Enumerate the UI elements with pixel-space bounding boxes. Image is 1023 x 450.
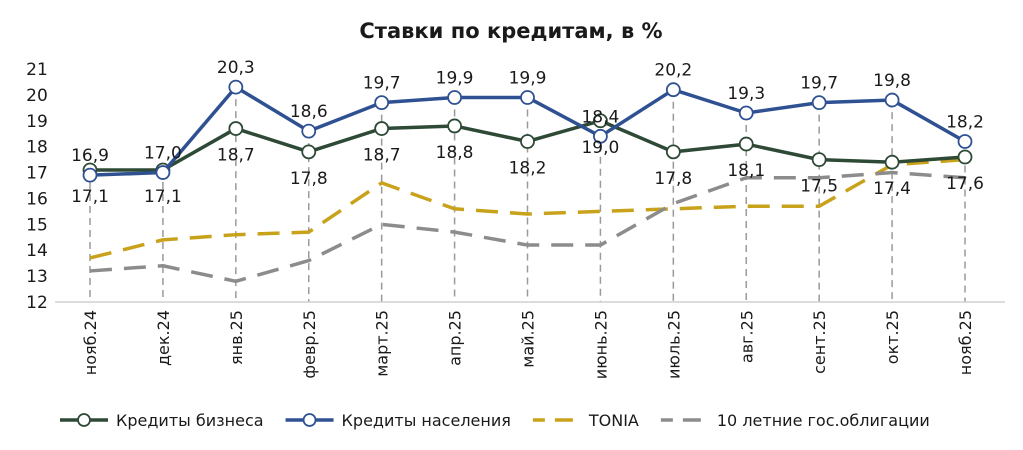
data-label: 17,8: [654, 169, 692, 189]
data-label: 20,3: [217, 58, 255, 78]
data-label: 17,1: [144, 187, 182, 207]
x-tick-label: нояб.24: [81, 310, 100, 375]
series-line: [89, 157, 966, 260]
data-point: [301, 123, 317, 139]
legend-item: Кредиты бизнеса: [60, 411, 264, 430]
legend-marker: [302, 413, 317, 427]
x-tick-label: сент.25: [810, 310, 829, 374]
x-tick-label: дек.24: [154, 310, 173, 366]
data-label: 20,2: [654, 61, 692, 81]
y-tick-label: 17: [26, 164, 48, 184]
data-point: [957, 134, 973, 149]
y-tick-label: 21: [26, 60, 48, 80]
y-tick-label: 14: [26, 241, 48, 261]
legend-item: TONIA: [532, 411, 639, 430]
data-label: 19,7: [800, 74, 838, 94]
x-tick-label: янв.25: [227, 310, 246, 365]
data-label: 16,9: [71, 146, 109, 166]
data-label: 19,3: [727, 84, 765, 104]
data-label: 17,4: [873, 179, 911, 199]
series-line: [89, 170, 966, 284]
data-label: 18,1: [727, 161, 765, 181]
data-point: [155, 165, 171, 180]
x-tick-label: май.25: [519, 310, 538, 368]
data-label: 19,9: [436, 68, 474, 88]
legend-item: Кредиты населения: [285, 411, 511, 430]
y-tick-label: 16: [26, 189, 48, 209]
data-point: [884, 154, 900, 170]
data-point: [447, 90, 462, 105]
data-label: 18,4: [581, 107, 619, 127]
chart-title: Ставки по кредитам, в %: [359, 19, 662, 43]
y-tick-label: 15: [26, 215, 48, 235]
data-point: [593, 113, 608, 129]
data-label: 18,7: [217, 146, 255, 166]
data-point: [301, 144, 317, 160]
legend-item: 10 летние гос.облигации: [660, 411, 930, 430]
legend-label: Кредиты населения: [342, 411, 511, 430]
data-label: 17,1: [71, 187, 109, 207]
data-point: [738, 105, 754, 121]
legend-label: Кредиты бизнеса: [116, 411, 264, 430]
data-label: 18,6: [290, 102, 328, 122]
legend-label: 10 летние гос.облигации: [717, 411, 930, 430]
data-label: 19,9: [509, 68, 547, 88]
x-tick-label: нояб.25: [956, 310, 975, 375]
x-tick-label: март.25: [373, 310, 392, 377]
x-tick-label: апр.25: [446, 310, 465, 366]
data-label: 19,8: [873, 71, 911, 91]
x-tick-label: окт.25: [883, 310, 902, 364]
legend-marker: [77, 413, 91, 427]
data-point: [447, 118, 462, 134]
x-tick-label: июнь.25: [591, 310, 610, 379]
y-tick-label: 13: [26, 267, 48, 287]
legend-label: TONIA: [588, 411, 639, 430]
data-point: [228, 121, 244, 136]
x-tick-label: авг.25: [737, 310, 756, 363]
data-point: [520, 134, 535, 149]
data-point: [374, 121, 390, 136]
data-label: 18,2: [946, 112, 984, 132]
data-label: 18,7: [363, 146, 401, 166]
data-point: [884, 92, 900, 108]
y-tick-label: 20: [26, 86, 48, 106]
y-tick-label: 19: [26, 112, 48, 132]
data-point: [738, 136, 754, 152]
data-point: [811, 152, 827, 168]
data-point: [811, 95, 827, 111]
data-label: 17,6: [946, 174, 984, 194]
x-tick-label: февр.25: [300, 310, 319, 379]
data-point: [665, 82, 681, 98]
data-label: 17,0: [144, 144, 182, 164]
data-point: [82, 167, 98, 183]
data-point: [957, 149, 973, 165]
x-tick-label: июль.25: [664, 310, 683, 379]
data-label: 17,5: [800, 177, 838, 197]
data-point: [520, 90, 535, 105]
y-tick-label: 18: [26, 138, 48, 158]
data-label: 18,2: [509, 158, 547, 178]
data-label: 19,0: [581, 138, 619, 158]
data-point: [374, 95, 390, 111]
data-label: 18,8: [436, 143, 474, 163]
y-tick-label: 12: [26, 293, 48, 313]
data-point: [665, 144, 681, 160]
data-point: [593, 128, 608, 144]
data-label: 19,7: [363, 74, 401, 94]
data-point: [228, 79, 244, 95]
data-label: 17,8: [290, 169, 328, 189]
